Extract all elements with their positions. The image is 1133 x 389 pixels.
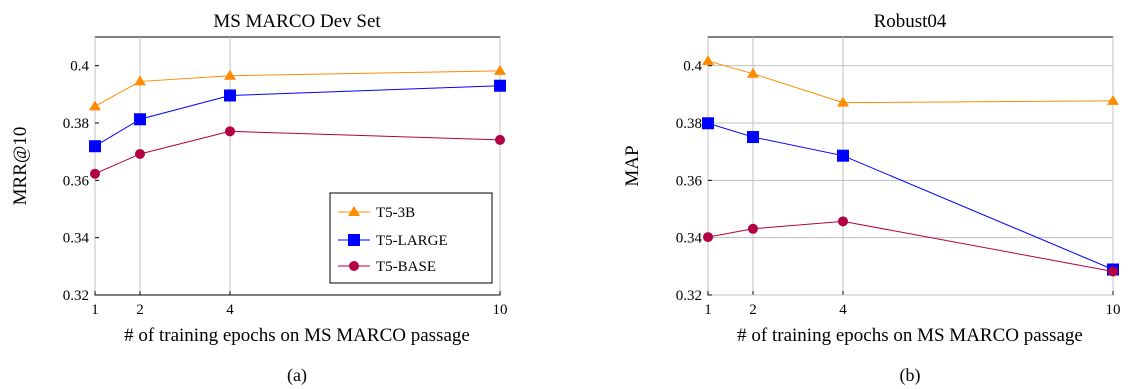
y-tick-label: 0.4 (683, 59, 702, 75)
x-tick-label: 2 (136, 302, 144, 318)
x-tick-label: 4 (839, 302, 847, 318)
legend-entry-t5-base: T5-BASE (338, 259, 436, 275)
data-point-t5-base (748, 223, 758, 234)
data-point-t5-large (837, 149, 849, 162)
series-line-t5-large (94, 85, 501, 147)
x-axis-label: # of training epochs on MS MARCO passage (737, 325, 1083, 346)
data-point-t5-base (703, 232, 713, 243)
series-line-t5-large (707, 122, 1114, 270)
data-point-t5-3b (134, 75, 146, 86)
legend-entry-t5-large: T5-LARGE (338, 233, 448, 249)
legend-entry-t5-3b: T5-3B (338, 205, 415, 221)
legend-label-t5-base: T5-BASE (376, 259, 436, 275)
panel-caption: (b) (900, 365, 921, 386)
data-point-t5-3b (224, 69, 236, 80)
tick-labels: 1 2 4 10 0.32 0.34 0.36 0.38 0.4 (676, 59, 1121, 318)
data-point-t5-base (225, 126, 235, 137)
y-tick-label: 0.36 (63, 173, 90, 189)
x-tick-label: 2 (749, 302, 757, 318)
y-tick-label: 0.4 (70, 59, 89, 75)
data-point-t5-3b (747, 67, 759, 78)
data-point-t5-large (747, 131, 759, 144)
tick-labels: 1 2 4 10 0.32 0.34 0.36 0.38 0.4 (63, 59, 508, 318)
chart-title: MS MARCO Dev Set (213, 11, 381, 32)
data-point-t5-3b (89, 100, 101, 111)
x-tick-label: 1 (91, 302, 99, 318)
y-axis-label: MRR@10 (10, 127, 31, 206)
series-line-t5-base (707, 220, 1114, 272)
y-tick-label: 0.32 (676, 288, 702, 304)
legend-triangle-marker (348, 206, 360, 216)
data-point-t5-3b (837, 96, 849, 107)
series-line-t5-3b (707, 60, 1114, 104)
plot-frame (707, 36, 1114, 296)
y-tick-label: 0.36 (676, 173, 703, 189)
legend-square-marker (348, 234, 360, 246)
x-tick-label: 4 (226, 302, 234, 318)
data-point-t5-base (495, 134, 505, 145)
data-point-t5-3b (494, 64, 506, 75)
y-tick-label: 0.38 (676, 116, 702, 132)
chart-panel-a: 1 2 4 10 0.32 0.34 0.36 0.38 0.4 MS MARCO Dev Se… (10, 11, 508, 386)
data-point-t5-base (1108, 266, 1118, 277)
x-tick-label: 10 (493, 302, 508, 318)
data-point-t5-large (494, 79, 506, 92)
data-point-t5-large (702, 117, 714, 130)
legend: T5-3B T5-LARGE T5-BASE (329, 192, 493, 284)
data-point-t5-large (89, 140, 101, 153)
gridlines (94, 37, 501, 296)
series-line-t5-base (94, 130, 501, 175)
y-tick-label: 0.34 (676, 231, 703, 247)
y-tick-label: 0.38 (63, 116, 89, 132)
data-point-t5-base (838, 216, 848, 227)
y-tick-label: 0.32 (63, 288, 89, 304)
chart-panel-b: 1 2 4 10 0.32 0.34 0.36 0.38 0.4 Robust04 # of t… (622, 11, 1121, 386)
gridlines (707, 37, 1114, 296)
x-tick-label: 10 (1106, 302, 1121, 318)
data-point-t5-3b (1107, 94, 1119, 105)
series-layer (702, 55, 1119, 277)
x-tick-label: 1 (704, 302, 712, 318)
series-layer (89, 64, 506, 179)
data-point-t5-base (135, 148, 145, 159)
x-axis-label: # of training epochs on MS MARCO passage (124, 325, 470, 346)
y-tick-label: 0.34 (63, 231, 90, 247)
legend-label-t5-large: T5-LARGE (376, 233, 448, 249)
y-axis-label: MAP (622, 145, 643, 186)
series-line-t5-3b (94, 70, 501, 107)
legend-circle-marker (349, 261, 359, 271)
data-point-t5-3b (702, 55, 714, 66)
panel-caption: (a) (287, 365, 307, 386)
data-point-t5-base (90, 168, 100, 179)
legend-label-t5-3b: T5-3B (376, 205, 415, 221)
chart-title: Robust04 (874, 11, 947, 32)
data-point-t5-large (224, 89, 236, 102)
data-point-t5-large (134, 113, 146, 126)
